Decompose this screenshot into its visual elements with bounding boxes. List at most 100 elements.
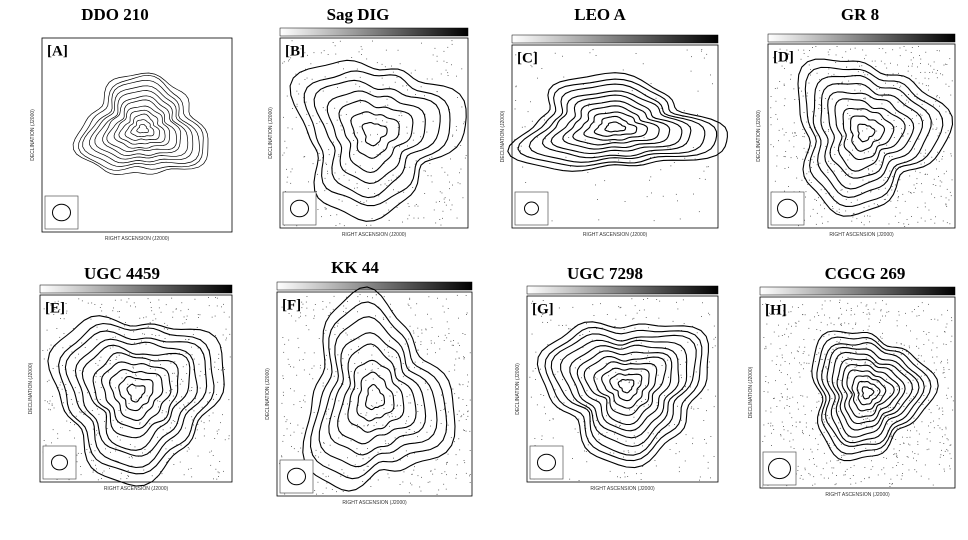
noise-speck bbox=[115, 447, 117, 449]
noise-speck bbox=[942, 220, 944, 222]
noise-speck bbox=[173, 453, 175, 454]
noise-speck bbox=[283, 351, 285, 353]
noise-speck bbox=[124, 325, 126, 327]
noise-speck bbox=[455, 454, 457, 456]
noise-speck bbox=[913, 457, 914, 459]
noise-speck bbox=[293, 366, 295, 368]
noise-speck bbox=[840, 443, 842, 445]
noise-speck bbox=[57, 437, 59, 439]
x-axis-label: RIGHT ASCENSION (J2000) bbox=[825, 492, 890, 498]
noise-speck bbox=[532, 300, 534, 302]
noise-speck bbox=[162, 429, 164, 431]
noise-speck bbox=[574, 428, 576, 430]
noise-speck bbox=[767, 382, 769, 384]
noise-speck bbox=[78, 353, 79, 355]
noise-speck bbox=[885, 386, 886, 388]
noise-speck bbox=[943, 64, 945, 66]
noise-speck bbox=[921, 191, 923, 193]
noise-speck bbox=[110, 382, 112, 384]
noise-speck bbox=[290, 388, 291, 390]
noise-speck bbox=[398, 158, 400, 159]
noise-speck bbox=[540, 368, 541, 370]
noise-speck bbox=[532, 370, 534, 372]
noise-speck bbox=[899, 55, 901, 57]
noise-speck bbox=[324, 207, 326, 209]
noise-speck bbox=[74, 357, 76, 359]
noise-speck bbox=[770, 407, 772, 409]
noise-speck bbox=[134, 379, 136, 381]
noise-speck bbox=[821, 216, 823, 218]
noise-speck bbox=[97, 408, 98, 410]
noise-speck bbox=[298, 50, 300, 52]
noise-speck bbox=[160, 311, 162, 313]
noise-speck bbox=[794, 322, 796, 324]
noise-speck bbox=[701, 316, 702, 317]
noise-speck bbox=[595, 426, 597, 428]
noise-speck bbox=[183, 404, 185, 406]
noise-speck bbox=[444, 407, 445, 409]
noise-speck bbox=[50, 344, 52, 346]
noise-speck bbox=[928, 408, 930, 410]
noise-speck bbox=[435, 201, 437, 203]
noise-speck bbox=[873, 152, 875, 154]
noise-speck bbox=[450, 209, 452, 211]
noise-speck bbox=[135, 399, 137, 401]
noise-speck bbox=[367, 424, 369, 425]
noise-speck bbox=[621, 340, 622, 341]
noise-speck bbox=[402, 436, 404, 438]
noise-speck bbox=[151, 475, 153, 477]
noise-speck bbox=[47, 308, 48, 310]
noise-speck bbox=[847, 159, 849, 161]
noise-speck bbox=[944, 331, 945, 332]
noise-speck bbox=[325, 413, 327, 415]
noise-speck bbox=[326, 208, 327, 210]
noise-speck bbox=[881, 103, 883, 105]
noise-speck bbox=[332, 308, 334, 310]
contour bbox=[604, 121, 627, 133]
noise-speck bbox=[838, 317, 840, 319]
noise-speck bbox=[337, 325, 338, 327]
noise-speck bbox=[898, 311, 900, 313]
noise-speck bbox=[866, 128, 868, 130]
noise-speck bbox=[547, 344, 549, 346]
noise-speck bbox=[59, 384, 61, 386]
noise-speck bbox=[412, 187, 414, 188]
noise-speck bbox=[320, 52, 322, 54]
noise-speck bbox=[643, 405, 645, 407]
contour bbox=[82, 79, 200, 167]
noise-speck bbox=[78, 298, 80, 300]
noise-speck bbox=[413, 132, 415, 134]
noise-speck bbox=[562, 55, 563, 57]
noise-speck bbox=[901, 95, 903, 97]
noise-speck bbox=[768, 312, 770, 314]
noise-speck bbox=[941, 314, 943, 316]
noise-speck bbox=[228, 435, 230, 437]
noise-speck bbox=[293, 431, 295, 433]
contour bbox=[303, 70, 451, 207]
noise-speck bbox=[338, 437, 340, 439]
noise-speck bbox=[531, 302, 533, 304]
noise-speck bbox=[382, 317, 384, 319]
panel: KK 44[F]RIGHT ASCENSION (J2000)DECLINATI… bbox=[265, 258, 473, 506]
noise-speck bbox=[631, 298, 633, 300]
x-axis-label: RIGHT ASCENSION (J2000) bbox=[590, 486, 655, 492]
noise-speck bbox=[304, 79, 306, 80]
noise-speck bbox=[867, 377, 869, 379]
noise-speck bbox=[894, 453, 896, 455]
noise-speck bbox=[228, 316, 230, 318]
noise-speck bbox=[398, 121, 400, 122]
noise-speck bbox=[901, 76, 903, 77]
noise-speck bbox=[582, 83, 584, 85]
noise-speck bbox=[935, 216, 936, 218]
noise-speck bbox=[804, 469, 806, 471]
noise-speck bbox=[802, 478, 804, 480]
noise-speck bbox=[643, 299, 644, 300]
noise-speck bbox=[322, 385, 324, 387]
noise-speck bbox=[903, 105, 905, 107]
noise-speck bbox=[435, 222, 437, 224]
noise-speck bbox=[167, 329, 169, 330]
contour bbox=[820, 82, 924, 190]
noise-speck bbox=[936, 347, 938, 349]
noise-speck bbox=[572, 306, 574, 308]
noise-speck bbox=[918, 123, 920, 125]
